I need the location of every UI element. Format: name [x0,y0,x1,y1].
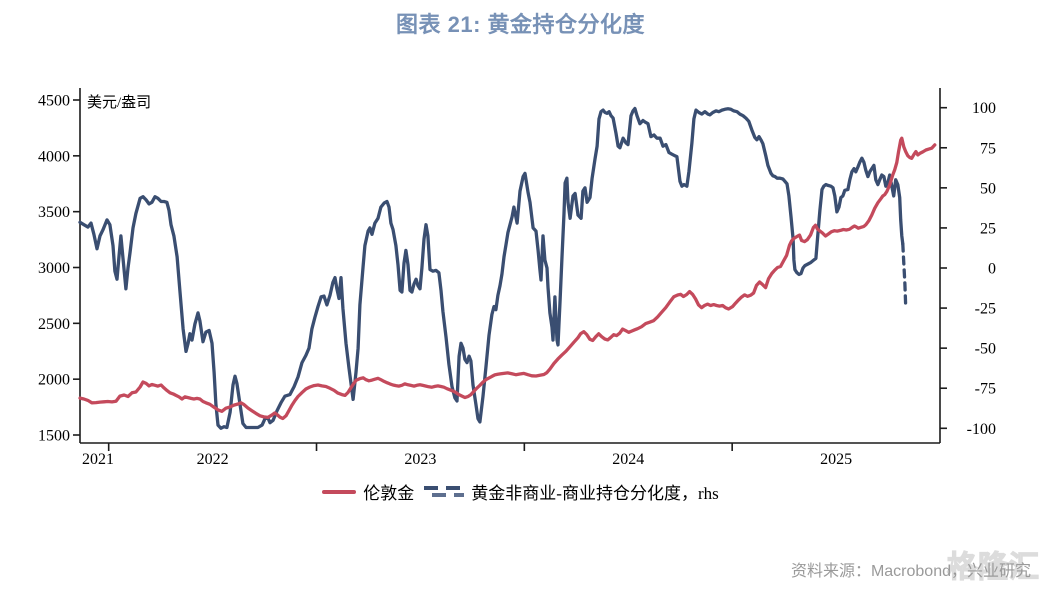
left-axis-tick-label: 3500 [38,204,70,221]
right-axis-tick-label: 100 [972,100,996,117]
legend-item-positioning-divergence: 黄金非商业-商业持仓分化度，rhs [424,479,719,504]
source-note: 资料来源：Macrobond，兴业研究 [790,563,1031,580]
right-axis-tick-label: 75 [980,140,996,157]
x-axis-year-label: 2021 [82,451,114,468]
left-axis-tick-label: 4500 [38,93,70,110]
right-axis-tick-label: -50 [975,341,996,358]
right-axis-tick-label: -100 [967,421,996,438]
right-axis-tick-label: -25 [975,301,996,318]
left-axis-tick-label: 1500 [38,428,70,445]
right-axis-tick-label: -75 [975,381,996,398]
right-axis-tick-label: 25 [980,220,996,237]
right-axis-tick-label: 0 [988,261,996,278]
x-axis-year-label: 2025 [820,451,852,468]
x-axis-year-label: 2023 [404,451,436,468]
legend-label-london-gold: 伦敦金 [363,484,415,503]
x-axis-year-label: 2024 [612,451,644,468]
series-line-gold [78,136,937,421]
series-line-divergence [78,106,905,430]
red-line-swatch-icon [322,489,357,494]
chart-title: 图表 21: 黄金持仓分化度 [395,12,646,37]
dashed-line-swatch-icon [424,486,465,497]
x-axis-year-label: 2022 [197,451,229,468]
left-axis-tick-label: 2500 [38,316,70,333]
right-axis-tick-label: 50 [980,180,996,197]
left-axis-tick-label: 2000 [38,372,70,389]
left-axis-tick-label: 4000 [38,148,70,165]
legend: 伦敦金 黄金非商业-商业持仓分化度，rhs [0,479,1041,504]
legend-item-london-gold: 伦敦金 [322,479,414,504]
left-axis-unit-label: 美元/盎司 [87,95,152,111]
left-axis-tick-label: 3000 [38,260,70,277]
legend-label-positioning-divergence: 黄金非商业-商业持仓分化度，rhs [471,484,719,503]
series-line-dashed [901,242,908,309]
